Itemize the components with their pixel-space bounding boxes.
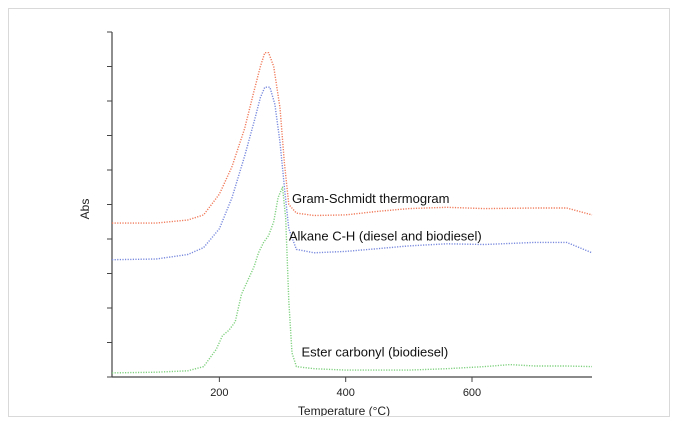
y-ticks bbox=[107, 31, 112, 378]
chart-plot: 200 400 600 Gram-Schmidt thermogram Alkane … bbox=[78, 31, 593, 416]
series-layer bbox=[111, 52, 593, 374]
series-line-2 bbox=[111, 186, 593, 374]
series-label-1: Alkane C-H (diesel and biodiesel) bbox=[289, 229, 482, 244]
y-axis-title: Abs bbox=[78, 199, 92, 220]
x-axis-title: Temperature (°C) bbox=[298, 404, 390, 416]
x-tick-label-200: 200 bbox=[210, 387, 228, 399]
series-line-0 bbox=[112, 52, 593, 224]
x-tick-label-400: 400 bbox=[337, 387, 355, 399]
series-label-0: Gram-Schmidt thermogram bbox=[292, 191, 449, 206]
chart-frame: 200 400 600 Gram-Schmidt thermogram Alkane … bbox=[8, 8, 670, 417]
series-labels: Gram-Schmidt thermogram Alkane C-H (diese… bbox=[289, 191, 482, 360]
x-ticks: 200 400 600 bbox=[210, 377, 481, 399]
x-tick-label-600: 600 bbox=[463, 387, 481, 399]
series-line-1 bbox=[111, 86, 593, 261]
series-label-2: Ester carbonyl (biodiesel) bbox=[301, 344, 448, 359]
